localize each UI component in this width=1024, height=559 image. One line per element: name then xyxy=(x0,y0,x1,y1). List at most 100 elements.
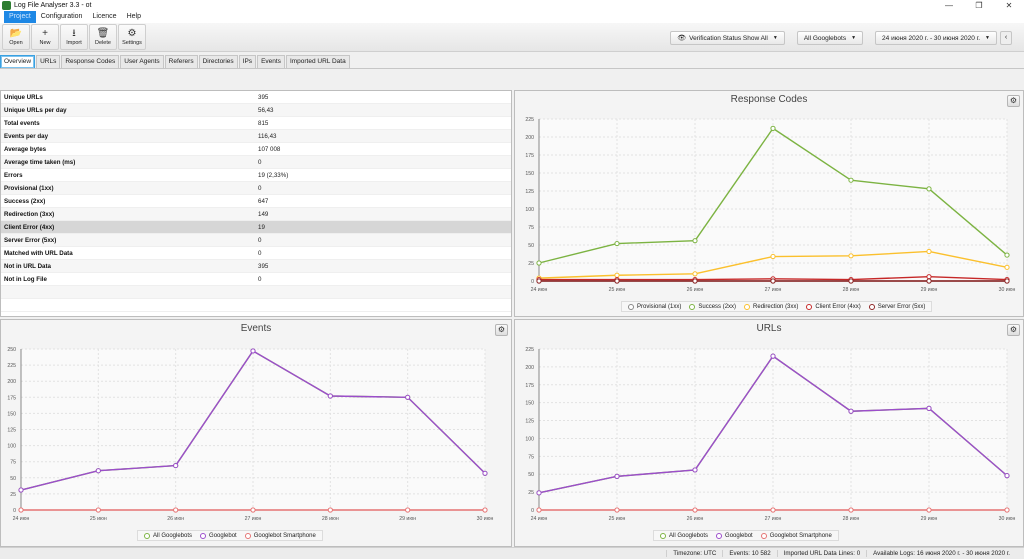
data-point[interactable] xyxy=(926,405,932,411)
table-row[interactable]: Errors 19 (2,33%) xyxy=(1,169,511,182)
tab-urls[interactable]: URLs xyxy=(36,55,61,68)
data-point[interactable] xyxy=(1004,473,1010,479)
tab-imported-url-data[interactable]: Imported URL Data xyxy=(285,55,350,68)
legend-item[interactable]: Provisional (1xx) xyxy=(628,303,681,310)
data-point[interactable] xyxy=(926,507,932,513)
settings-button[interactable]: ⚙ Settings xyxy=(118,24,146,50)
data-point[interactable] xyxy=(536,260,542,266)
delete-button[interactable]: 🗑 Delete xyxy=(89,24,117,50)
data-point[interactable] xyxy=(536,278,542,284)
data-point[interactable] xyxy=(770,278,776,284)
table-row[interactable]: Unique URLs 395 xyxy=(1,91,511,104)
chevron-left-icon[interactable]: ‹ xyxy=(1000,31,1012,45)
data-point[interactable] xyxy=(770,125,776,131)
data-point[interactable] xyxy=(848,507,854,513)
data-point[interactable] xyxy=(536,507,542,513)
data-point[interactable] xyxy=(614,240,620,247)
data-point[interactable] xyxy=(95,507,101,513)
legend-item[interactable]: Client Error (4xx) xyxy=(806,303,861,310)
data-point[interactable] xyxy=(405,507,411,513)
data-point[interactable] xyxy=(848,278,854,284)
data-point[interactable] xyxy=(848,408,854,414)
table-row[interactable]: Provisional (1xx) 0 xyxy=(1,182,511,195)
data-point[interactable] xyxy=(926,274,932,280)
data-point[interactable] xyxy=(926,186,932,192)
legend-item[interactable]: Googlebot xyxy=(200,532,237,539)
close-button[interactable]: ✕ xyxy=(1005,1,1013,10)
table-row[interactable]: Redirection (3xx) 149 xyxy=(1,208,511,221)
data-point[interactable] xyxy=(1004,278,1010,284)
legend-item[interactable]: All Googlebots xyxy=(144,532,192,539)
table-row[interactable]: Average bytes 107 008 xyxy=(1,143,511,156)
menu-project[interactable]: Project xyxy=(4,11,36,23)
data-point[interactable] xyxy=(173,462,179,469)
legend-item[interactable]: Server Error (5xx) xyxy=(868,303,925,310)
data-point[interactable] xyxy=(536,490,542,496)
data-point[interactable] xyxy=(18,507,24,513)
table-row[interactable]: Not in Log File 0 xyxy=(1,273,511,286)
table-row[interactable]: Average time taken (ms) 0 xyxy=(1,156,511,169)
tab-referers[interactable]: Referers xyxy=(164,55,198,68)
table-row[interactable]: Unique URLs per day 56,43 xyxy=(1,104,511,117)
table-row[interactable]: Events per day 116,43 xyxy=(1,130,511,143)
data-point[interactable] xyxy=(692,238,698,244)
menu-help[interactable]: Help xyxy=(126,13,141,20)
legend-item[interactable]: Redirection (3xx) xyxy=(744,303,798,310)
gear-icon[interactable]: ⚙ xyxy=(495,324,508,336)
tab-overview[interactable]: Overview xyxy=(0,55,36,68)
data-point[interactable] xyxy=(95,468,101,474)
data-point[interactable] xyxy=(173,507,179,513)
data-point[interactable] xyxy=(770,507,776,513)
maximize-button[interactable]: ❐ xyxy=(975,1,983,10)
table-row[interactable]: Not in URL Data 395 xyxy=(1,260,511,273)
data-point[interactable] xyxy=(926,278,932,284)
verification-status-dropdown[interactable]: 👁 Verification Status Show All ▼ xyxy=(670,31,785,45)
legend-item[interactable]: Success (2xx) xyxy=(689,303,736,310)
data-point[interactable] xyxy=(250,507,256,513)
menu-configuration[interactable]: Configuration xyxy=(40,13,83,20)
table-row[interactable]: Total events 815 xyxy=(1,117,511,130)
data-point[interactable] xyxy=(614,507,620,513)
data-point[interactable] xyxy=(692,507,698,513)
table-row[interactable]: Server Error (5xx) 0 xyxy=(1,234,511,247)
data-point[interactable] xyxy=(327,393,333,399)
legend-item[interactable]: Googlebot Smartphone xyxy=(760,532,832,539)
data-point[interactable] xyxy=(482,470,488,476)
data-point[interactable] xyxy=(18,487,24,493)
new-button[interactable]: + New xyxy=(31,24,59,50)
tab-events[interactable]: Events xyxy=(257,55,285,68)
data-point[interactable] xyxy=(692,467,698,473)
data-point[interactable] xyxy=(327,507,333,513)
data-point[interactable] xyxy=(770,253,776,260)
data-point[interactable] xyxy=(926,248,932,255)
data-point[interactable] xyxy=(614,473,620,479)
data-point[interactable] xyxy=(250,348,256,354)
data-point[interactable] xyxy=(614,278,620,284)
gear-icon[interactable]: ⚙ xyxy=(1007,95,1020,107)
legend-item[interactable]: Googlebot xyxy=(716,532,753,539)
data-point[interactable] xyxy=(692,278,698,284)
legend-item[interactable]: Googlebot Smartphone xyxy=(244,532,316,539)
tab-ips[interactable]: IPs xyxy=(238,55,257,68)
gear-icon[interactable]: ⚙ xyxy=(1007,324,1020,336)
open-button[interactable]: 📂 Open xyxy=(2,24,30,50)
data-point[interactable] xyxy=(1004,507,1010,513)
bot-filter-dropdown[interactable]: All Googlebots ▼ xyxy=(796,31,864,45)
tab-response-codes[interactable]: Response Codes xyxy=(61,55,120,68)
table-row[interactable]: Matched with URL Data 0 xyxy=(1,247,511,260)
tab-directories[interactable]: Directories xyxy=(198,55,238,68)
menu-licence[interactable]: Licence xyxy=(92,13,117,20)
data-point[interactable] xyxy=(405,394,411,400)
legend-item[interactable]: All Googlebots xyxy=(660,532,708,539)
data-point[interactable] xyxy=(692,271,698,277)
data-point[interactable] xyxy=(848,177,854,183)
data-point[interactable] xyxy=(614,272,620,278)
table-row[interactable]: Success (2xx) 647 xyxy=(1,195,511,208)
minimize-button[interactable]: — xyxy=(945,1,953,10)
data-point[interactable] xyxy=(770,353,776,359)
table-row[interactable]: Client Error (4xx) 19 xyxy=(1,221,511,234)
data-point[interactable] xyxy=(1004,252,1010,258)
data-point[interactable] xyxy=(848,253,854,259)
data-point[interactable] xyxy=(1004,264,1010,270)
date-range-dropdown[interactable]: 24 июня 2020 г. - 30 июня 2020 г. ▼ xyxy=(875,31,997,45)
